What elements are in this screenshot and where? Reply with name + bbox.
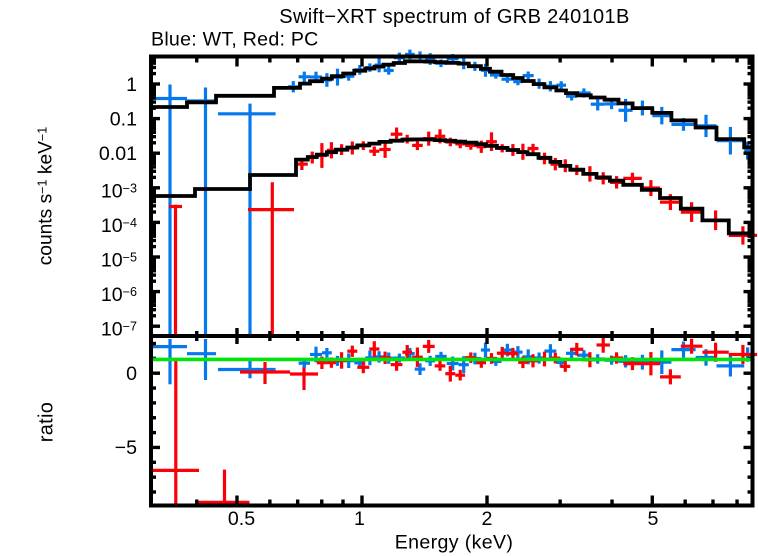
svg-text:1: 1 <box>354 508 365 530</box>
svg-text:1: 1 <box>126 74 137 96</box>
svg-text:2: 2 <box>482 508 493 530</box>
svg-text:0.01: 0.01 <box>99 143 137 165</box>
svg-text:0.5: 0.5 <box>228 508 255 530</box>
svg-text:−5: −5 <box>115 437 137 459</box>
svg-text:counts s−1 keV−1: counts s−1 keV−1 <box>36 127 57 266</box>
svg-text:0: 0 <box>126 363 137 385</box>
svg-text:Blue: WT, Red: PC: Blue: WT, Red: PC <box>151 29 319 51</box>
svg-text:Energy (keV): Energy (keV) <box>395 532 514 554</box>
svg-text:5: 5 <box>648 508 659 530</box>
svg-text:0.1: 0.1 <box>110 109 137 131</box>
svg-text:Swift−XRT spectrum of GRB 2401: Swift−XRT spectrum of GRB 240101B <box>279 6 629 28</box>
svg-text:ratio: ratio <box>36 402 58 442</box>
